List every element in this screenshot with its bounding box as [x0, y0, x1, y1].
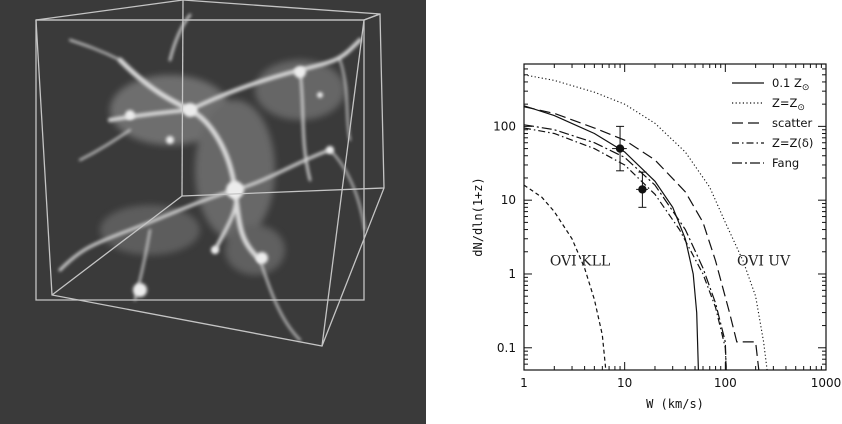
y-axis-title: dN/dln(1+z) [471, 177, 485, 256]
series-line-0-1-z [524, 105, 699, 370]
y-tick-label: 10 [501, 193, 516, 207]
series-line-fang [524, 124, 727, 370]
x-tick-label: 1 [520, 376, 528, 390]
legend-label-subscript: ⊙ [802, 83, 810, 93]
cube-wireframe [35, 0, 385, 347]
legend-label: Z=Z(δ) [772, 136, 813, 150]
halo-clumps [125, 66, 334, 297]
x-tick-label: 100 [714, 376, 737, 390]
obs-point [638, 185, 647, 194]
legend-label-subscript: ⊙ [797, 103, 805, 113]
legend-label: 0.1 Z⊙ [772, 76, 809, 93]
series-line-z-z- [524, 127, 727, 370]
y-tick-label: 0.1 [497, 341, 516, 355]
series-line-z-z [524, 74, 768, 370]
legend-label: Z=Z⊙ [772, 96, 805, 113]
series-line-scatter [524, 106, 760, 370]
legend-label: Fang [772, 156, 799, 170]
y-tick-label: 1 [508, 267, 516, 281]
series-line-unlabeled [524, 184, 607, 370]
region-annotation: OVI KLL [550, 254, 610, 270]
obs-point [615, 144, 625, 153]
legend-label: scatter [772, 116, 812, 130]
cube-svg [35, 0, 385, 347]
simulation-cube-image [0, 0, 426, 424]
region-annotation: OVI UV [737, 254, 791, 270]
chart-panel: 1 10 100 1000 0.1 1 10 100 0.1 Z⊙ Z=Z⊙ scatter Z=Z… [440, 0, 842, 424]
absorber-chart: 1 10 100 1000 0.1 1 10 100 0.1 Z⊙ Z=Z⊙ scatter Z=Z… [471, 63, 842, 411]
x-axis-title: W (km/s) [646, 397, 704, 411]
x-tick-label: 1000 [811, 376, 842, 390]
x-tick-label: 10 [617, 376, 632, 390]
y-tick-label: 100 [493, 119, 516, 133]
